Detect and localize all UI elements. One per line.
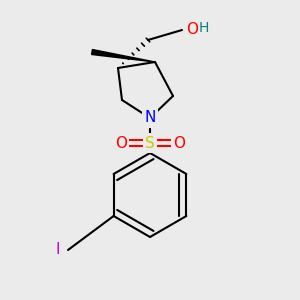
Text: O: O bbox=[186, 22, 198, 38]
Text: I: I bbox=[56, 242, 60, 257]
Text: N: N bbox=[144, 110, 156, 125]
Text: H: H bbox=[199, 21, 209, 35]
Text: O: O bbox=[173, 136, 185, 151]
Polygon shape bbox=[92, 50, 155, 62]
Text: O: O bbox=[115, 136, 127, 151]
Text: S: S bbox=[145, 136, 155, 151]
